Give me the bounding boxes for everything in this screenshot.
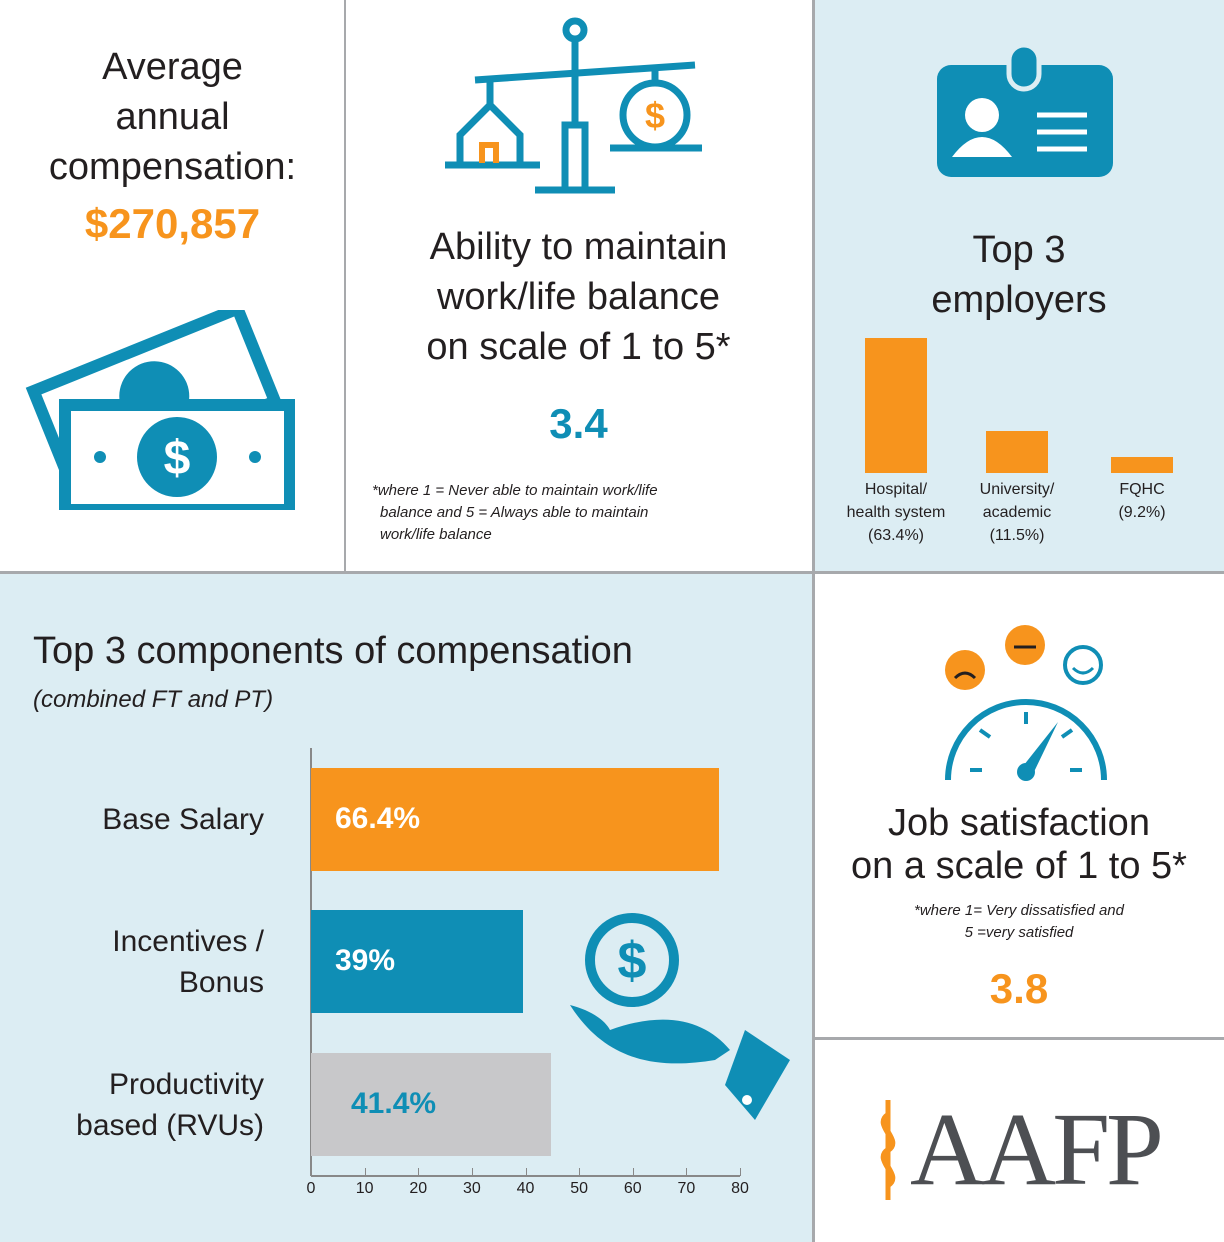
category-label: Incentives / Bonus: [24, 921, 264, 1003]
title-line: Ability to maintain: [429, 226, 728, 268]
tick-label: 0: [306, 1180, 316, 1197]
category-label: Base Salary: [24, 799, 264, 840]
tick-label: 10: [355, 1180, 374, 1197]
category-label: Hospital/health system (63.4%): [831, 478, 961, 547]
category-label-line: (9.2%): [1118, 504, 1166, 521]
components-title: Top 3 components of compensation: [33, 630, 633, 672]
satisfaction-gauge-icon: [945, 625, 1107, 781]
title-line: on scale of 1 to 5*: [426, 326, 731, 368]
tick-mark: [686, 1168, 688, 1176]
tick-mark: [525, 1168, 527, 1176]
tick-mark: [311, 1168, 312, 1176]
category-label-line: (11.5%): [989, 527, 1045, 544]
employers-title: Top 3 employers: [814, 225, 1224, 325]
svg-text:$: $: [645, 95, 665, 136]
bar-value-label: 66.4%: [335, 802, 421, 835]
divider: [814, 1037, 1224, 1040]
money-bills-icon: $: [25, 310, 295, 510]
bar: [311, 768, 719, 871]
compensation-title: Average annual compensation:: [0, 42, 345, 192]
category-label-line: based (RVUs): [76, 1108, 264, 1142]
title-line: compensation:: [48, 146, 297, 188]
category-label: University/academic (11.5%): [952, 478, 1082, 547]
svg-text:$: $: [164, 432, 191, 485]
divider: [812, 0, 815, 1242]
bar-value-label: 39%: [335, 944, 396, 977]
title-line: on a scale of 1 to 5*: [851, 845, 1187, 887]
divider: [344, 0, 346, 572]
work-life-value: 3.4: [549, 400, 608, 447]
title-line: Average: [102, 46, 243, 88]
category-label-line: FQHC: [1119, 481, 1165, 498]
aafp-caduceus-icon: [880, 1100, 896, 1200]
tick-label: 40: [516, 1180, 535, 1197]
tick-label: 50: [570, 1180, 589, 1197]
note-line: *where 1= Very dissatisfied and: [914, 902, 1124, 919]
work-life-note: *where 1 = Never able to maintain work/l…: [372, 480, 792, 546]
job-satisfaction-title: Job satisfaction on a scale of 1 to 5*: [814, 802, 1224, 888]
category-label: FQHC (9.2%): [1077, 478, 1207, 524]
category-label-line: Base Salary: [102, 803, 264, 836]
tick-mark: [418, 1168, 420, 1176]
title-line: employers: [931, 279, 1107, 321]
category-label-line: academic: [982, 504, 1052, 521]
tick-label: 30: [462, 1180, 481, 1197]
divider: [0, 571, 1224, 574]
category-label-line: University/: [979, 481, 1055, 498]
bar: [311, 910, 523, 1013]
svg-text:$: $: [618, 932, 647, 990]
tick-label: 20: [409, 1180, 428, 1197]
tick-label: 70: [677, 1180, 696, 1197]
bar: [865, 338, 927, 473]
title-line: work/life balance: [436, 276, 721, 318]
category-label: Productivity based (RVUs): [24, 1064, 264, 1146]
title-line: Top 3: [972, 229, 1066, 271]
note-line: *where 1 = Never able to maintain work/l…: [372, 482, 658, 499]
category-label-line: Incentives /: [112, 924, 264, 958]
tick-mark: [579, 1168, 581, 1176]
chart-axis-line: [311, 1175, 740, 1177]
tick-mark: [740, 1168, 741, 1176]
work-life-title: Ability to maintain work/life balance on…: [345, 222, 812, 372]
title-line: annual: [115, 96, 230, 138]
compensation-value: $270,857: [84, 200, 261, 247]
bar: [311, 1053, 552, 1156]
hand-coin-icon: $: [570, 913, 790, 1120]
category-label-line: Productivity: [108, 1067, 264, 1101]
components-subtitle: (combined FT and PT): [33, 686, 274, 713]
id-badge-icon: [937, 45, 1113, 177]
note-line: 5 =very satisfied: [964, 924, 1074, 941]
aafp-logo: AAFP: [910, 1092, 1164, 1207]
category-label-line: health system: [846, 504, 946, 521]
note-line: balance and 5 = Always able to maintain: [380, 504, 649, 521]
bar-value-label: 41.4%: [351, 1087, 437, 1120]
category-label-line: Bonus: [178, 965, 264, 999]
category-label-line: Hospital/: [864, 481, 928, 498]
bar: [986, 431, 1048, 473]
bar: [1111, 457, 1173, 473]
category-label-line: (63.4%): [867, 527, 925, 544]
tick-label: 80: [731, 1180, 749, 1197]
job-satisfaction-note: *where 1= Very dissatisfied and 5 =very …: [814, 900, 1224, 944]
tick-mark: [364, 1168, 366, 1176]
title-line: Job satisfaction: [888, 802, 1150, 844]
tick-mark: [632, 1168, 634, 1176]
tick-mark: [471, 1168, 473, 1176]
tick-label: 60: [623, 1180, 642, 1197]
note-line: work/life balance: [380, 526, 492, 543]
balance-scale-icon: $: [445, 17, 702, 194]
job-satisfaction-value: 3.8: [989, 965, 1049, 1012]
